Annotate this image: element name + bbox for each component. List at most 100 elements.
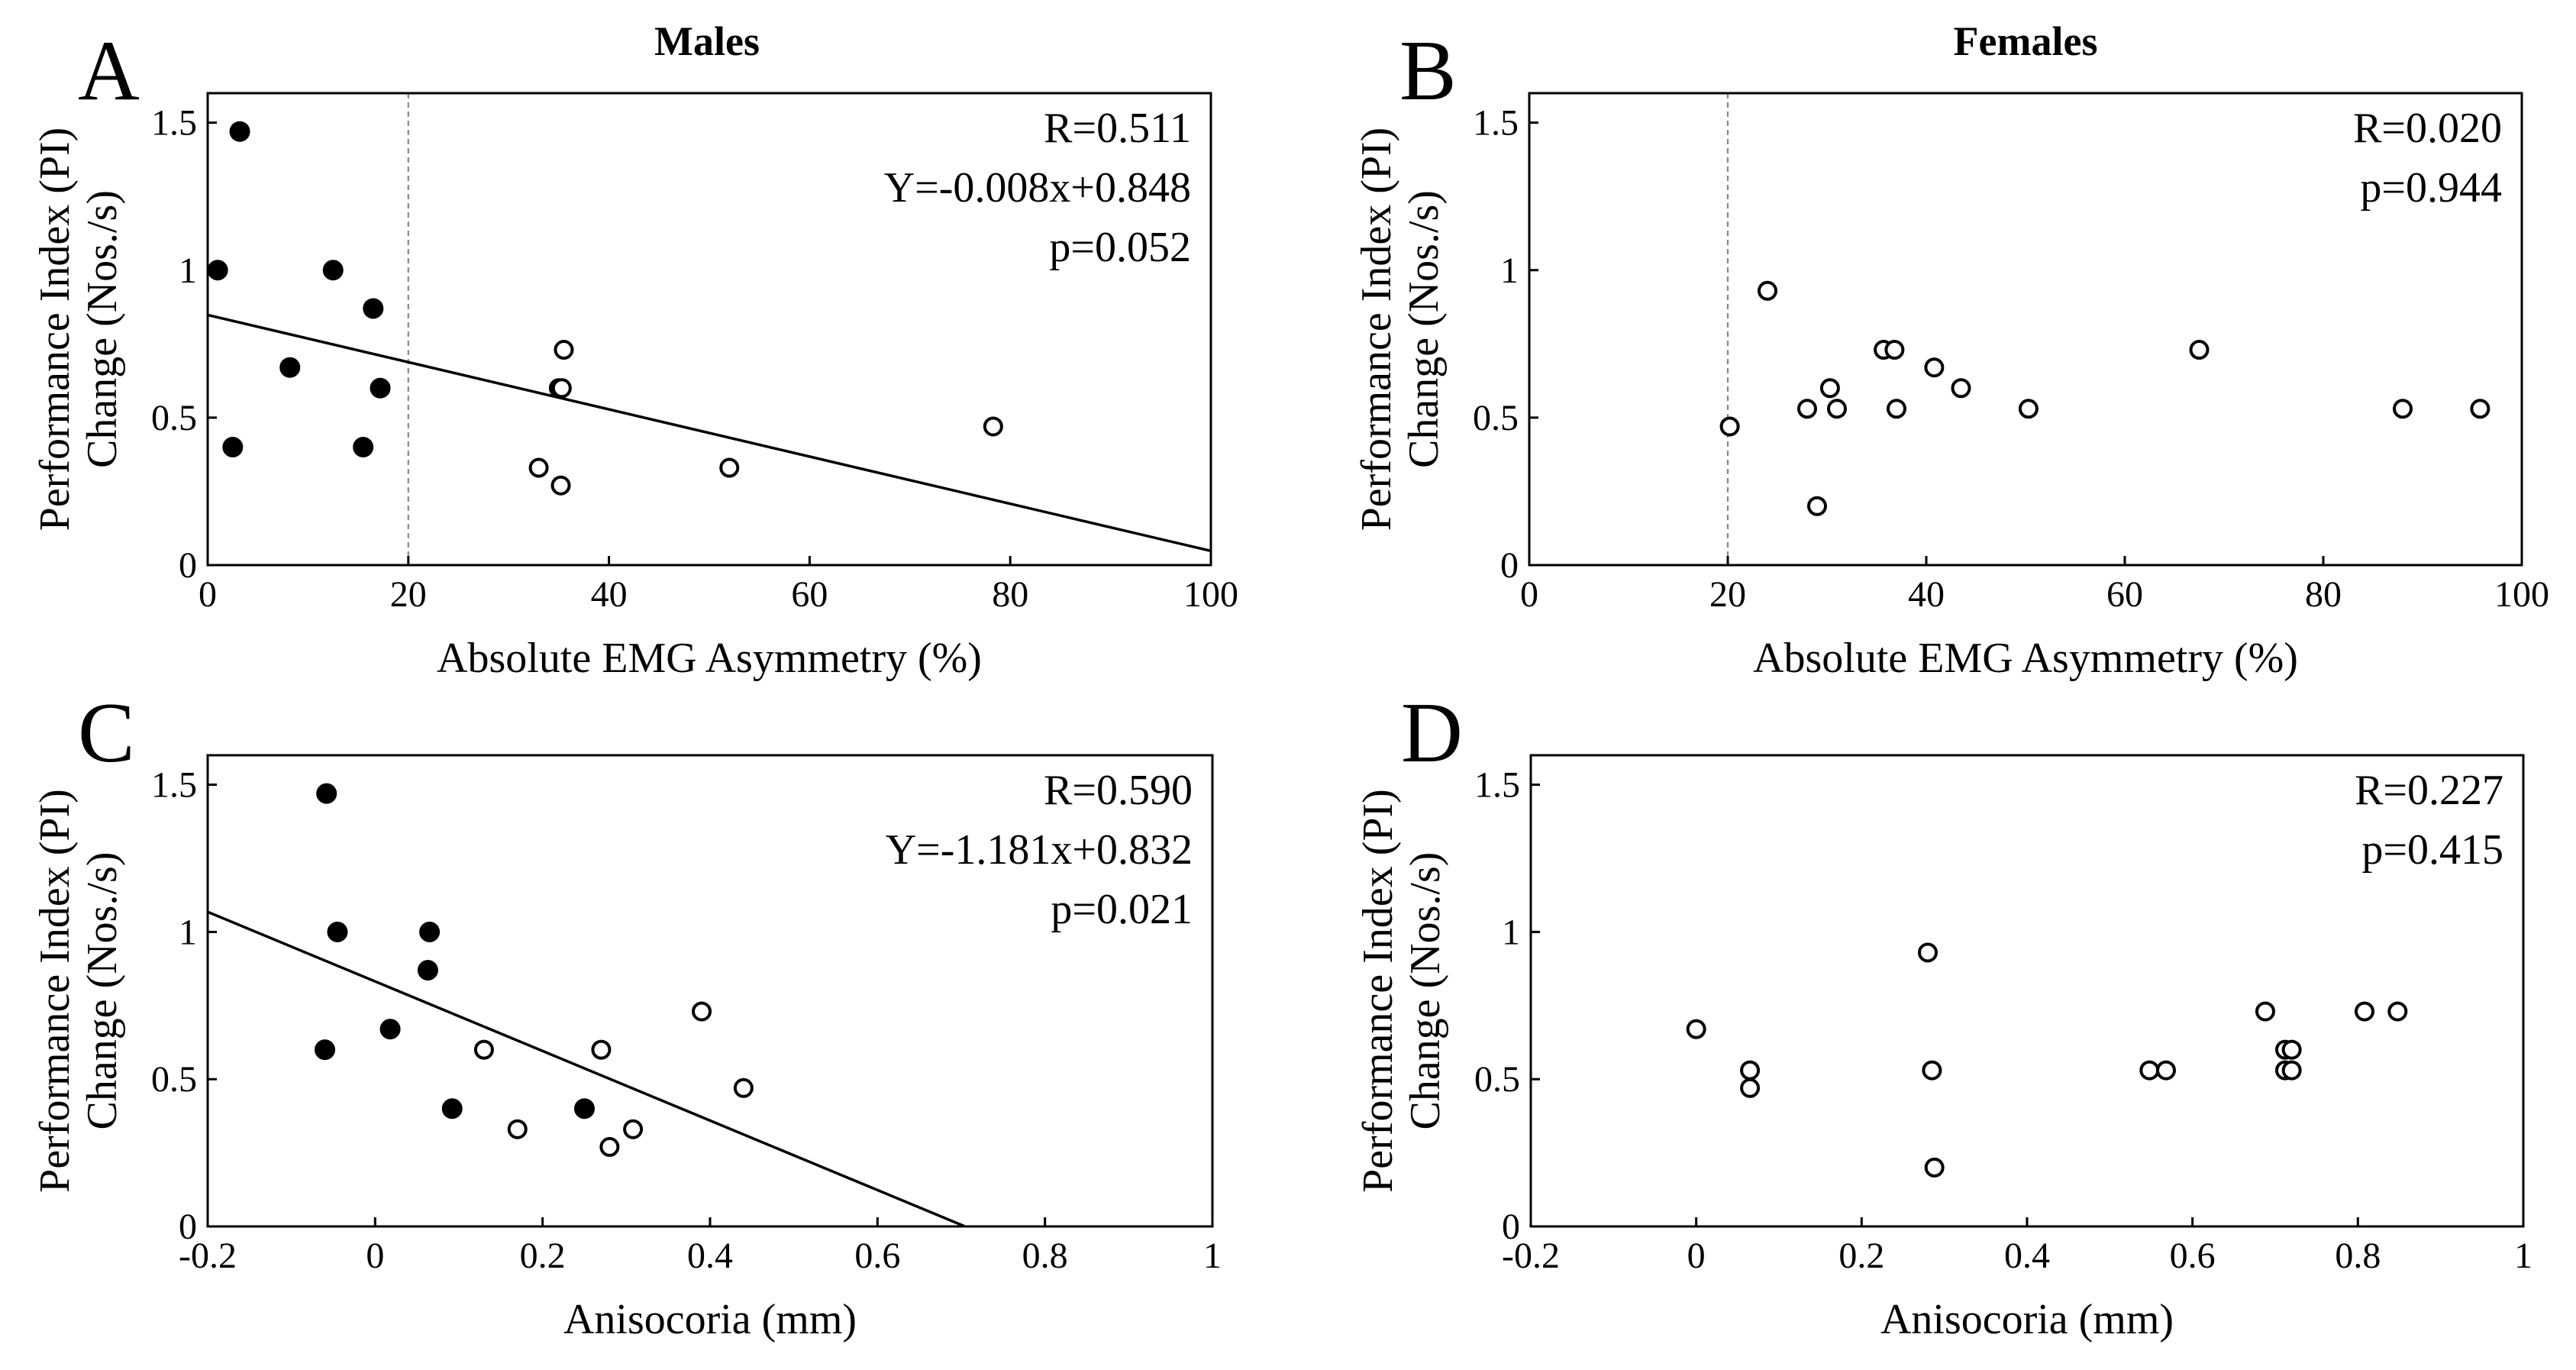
x-tick-label: 0.2	[520, 1236, 566, 1276]
data-point-open	[1758, 280, 1777, 301]
panel-letter-c: C	[78, 686, 135, 780]
x-axis-label: Anisocoria (mm)	[563, 1296, 857, 1343]
data-point-filled	[419, 921, 441, 942]
data-point-open	[2355, 1001, 2374, 1022]
y-tick-label: 1.5	[151, 765, 197, 806]
x-tick-label: 1	[2514, 1236, 2532, 1276]
x-tick-label: -0.2	[1502, 1236, 1560, 1276]
stat-annotation: p=0.415	[2361, 826, 2503, 874]
y-tick-label: 1	[179, 250, 197, 291]
x-tick-label: 100	[1183, 574, 1238, 615]
data-point-open	[591, 1039, 612, 1060]
data-point-filled	[353, 437, 374, 457]
data-point-filled	[229, 121, 250, 142]
x-tick-label: 0.2	[1838, 1236, 1884, 1276]
data-point-open	[1686, 1019, 1706, 1039]
data-point-filled	[363, 298, 384, 319]
data-point-open	[692, 1001, 712, 1022]
y-tick-label: 0	[179, 545, 197, 586]
stat-annotation: R=0.590	[1044, 767, 1193, 814]
data-point-open	[1924, 357, 1945, 378]
stat-annotation: R=0.227	[2355, 767, 2503, 814]
data-point-open	[1807, 496, 1827, 516]
data-point-filled	[441, 1098, 463, 1120]
data-point-open	[2156, 1060, 2176, 1081]
data-point-open	[2255, 1001, 2275, 1022]
data-point-filled	[327, 921, 348, 942]
stat-annotation: R=0.511	[1044, 105, 1191, 152]
panel-letter-d: D	[1401, 686, 1463, 780]
x-tick-label: 0.4	[687, 1236, 733, 1276]
x-tick-label: 0	[199, 574, 217, 615]
data-point-open	[551, 378, 572, 399]
data-point-open	[1887, 399, 1906, 419]
data-point-filled	[279, 357, 301, 378]
y-tick-label: 0	[1502, 1207, 1520, 1247]
data-point-filled	[316, 783, 337, 804]
data-point-open	[1924, 1157, 1945, 1178]
y-tick-label: 1	[1500, 250, 1519, 291]
x-tick-label: 60	[2106, 574, 2143, 615]
x-tick-label: 40	[591, 574, 628, 615]
data-point-filled	[207, 260, 228, 281]
panel-letter-a: A	[78, 24, 140, 118]
x-axis-label: Absolute EMG Asymmetry (%)	[1753, 635, 2298, 682]
x-tick-label: 40	[1908, 574, 1945, 615]
data-point-open	[1884, 340, 1905, 360]
panel-b: 0 20 40 60 80 100 0 0.5 1 1.5 Absolute EMG Asymmet…	[1353, 24, 2549, 682]
data-point-open	[473, 1039, 494, 1060]
data-point-open	[2281, 1039, 2302, 1060]
plot-frame	[206, 92, 1212, 567]
y-tick-label: 0.5	[151, 1059, 197, 1100]
data-point-open	[1918, 942, 1938, 963]
x-tick-label: -0.2	[179, 1236, 237, 1276]
col-title-females: Females	[1954, 18, 2098, 64]
plot-frame	[1528, 92, 2523, 567]
data-point-open	[1719, 416, 1740, 437]
x-tick-label: 0	[366, 1236, 384, 1276]
x-tick-label: 80	[2305, 574, 2342, 615]
x-tick-label: 0.8	[1022, 1236, 1068, 1276]
data-point-open	[2189, 340, 2210, 360]
data-point-open	[1797, 399, 1817, 419]
panel-a: 0 20 40 60 80 100 0 0.5 1 1.5 Absolute EMG Asymmet…	[31, 24, 1238, 682]
data-point-open	[2139, 1060, 2160, 1081]
data-point-open	[623, 1119, 644, 1139]
x-tick-label: 0	[1520, 574, 1538, 615]
panel-letter-b: B	[1399, 24, 1457, 118]
x-tick-label: 0	[1687, 1236, 1706, 1276]
data-point-open	[733, 1078, 754, 1098]
x-tick-label: 0.6	[854, 1236, 900, 1276]
y-tick-label: 0.5	[1473, 398, 1519, 438]
y-tick-label: 1.5	[151, 103, 197, 144]
data-point-open	[2470, 399, 2490, 419]
y-tick-label: 0	[179, 1207, 197, 1247]
data-point-filled	[370, 377, 391, 399]
data-point-open	[599, 1136, 620, 1157]
data-point-open	[719, 457, 740, 478]
x-tick-label: 60	[791, 574, 828, 615]
data-point-open	[1819, 378, 1840, 399]
x-tick-label: 80	[992, 574, 1028, 615]
data-point-filled	[315, 1039, 336, 1061]
regression-line	[208, 910, 969, 1226]
stat-annotation: p=0.944	[2360, 164, 2502, 212]
stat-annotation: Y=-1.181x+0.832	[886, 826, 1193, 874]
data-point-open	[983, 416, 1003, 437]
data-point-open	[1951, 378, 1971, 399]
data-point-open	[2018, 399, 2039, 419]
data-point-open	[528, 457, 549, 478]
y-axis-label-line-1: Performance Index (PI)	[1354, 789, 1402, 1193]
y-tick-label: 0	[1500, 545, 1519, 586]
y-tick-label: 0.5	[1474, 1059, 1520, 1100]
data-point-filled	[379, 1019, 401, 1040]
y-axis-label-line-2: Change (Nos./s)	[1402, 852, 1449, 1130]
data-point-filled	[322, 260, 344, 281]
regression-line	[208, 313, 1211, 553]
y-axis-label-line-1: Performance Index (PI)	[31, 789, 79, 1193]
data-point-open	[2387, 1001, 2408, 1022]
y-axis-label-line-2: Change (Nos./s)	[1400, 190, 1448, 468]
data-point-filled	[417, 960, 438, 981]
